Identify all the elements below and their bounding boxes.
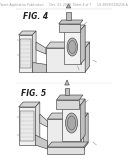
Polygon shape: [19, 107, 35, 145]
Polygon shape: [56, 95, 83, 100]
Polygon shape: [85, 42, 90, 72]
Polygon shape: [56, 100, 79, 109]
Polygon shape: [46, 48, 85, 72]
Polygon shape: [84, 113, 88, 149]
Polygon shape: [36, 42, 46, 54]
Polygon shape: [62, 105, 81, 141]
Ellipse shape: [68, 40, 76, 53]
Ellipse shape: [67, 116, 76, 130]
Polygon shape: [32, 62, 46, 72]
Polygon shape: [19, 35, 32, 72]
Polygon shape: [64, 30, 81, 64]
Polygon shape: [59, 24, 80, 32]
Polygon shape: [46, 42, 90, 48]
Text: Patent Application Publication      Dec. 31, 2009  Sheet 4 of 7      US 2009/032: Patent Application Publication Dec. 31, …: [0, 3, 128, 7]
Polygon shape: [47, 142, 88, 147]
Polygon shape: [65, 80, 69, 85]
Polygon shape: [20, 111, 34, 141]
Polygon shape: [65, 88, 69, 95]
Polygon shape: [19, 102, 40, 107]
Polygon shape: [81, 99, 85, 141]
Polygon shape: [64, 25, 85, 30]
Polygon shape: [40, 114, 47, 127]
Text: FIG. 5: FIG. 5: [21, 89, 46, 98]
Polygon shape: [47, 147, 84, 154]
Ellipse shape: [67, 38, 78, 56]
Text: FIG. 4: FIG. 4: [23, 12, 48, 21]
Polygon shape: [19, 31, 36, 35]
Polygon shape: [32, 31, 36, 72]
Polygon shape: [66, 12, 71, 20]
Polygon shape: [47, 113, 88, 119]
Polygon shape: [35, 102, 40, 145]
Polygon shape: [66, 4, 71, 8]
Polygon shape: [35, 135, 47, 149]
Polygon shape: [20, 39, 31, 68]
Ellipse shape: [66, 113, 78, 133]
Polygon shape: [62, 99, 85, 105]
Polygon shape: [47, 119, 84, 149]
Polygon shape: [81, 25, 85, 64]
Polygon shape: [59, 20, 83, 24]
